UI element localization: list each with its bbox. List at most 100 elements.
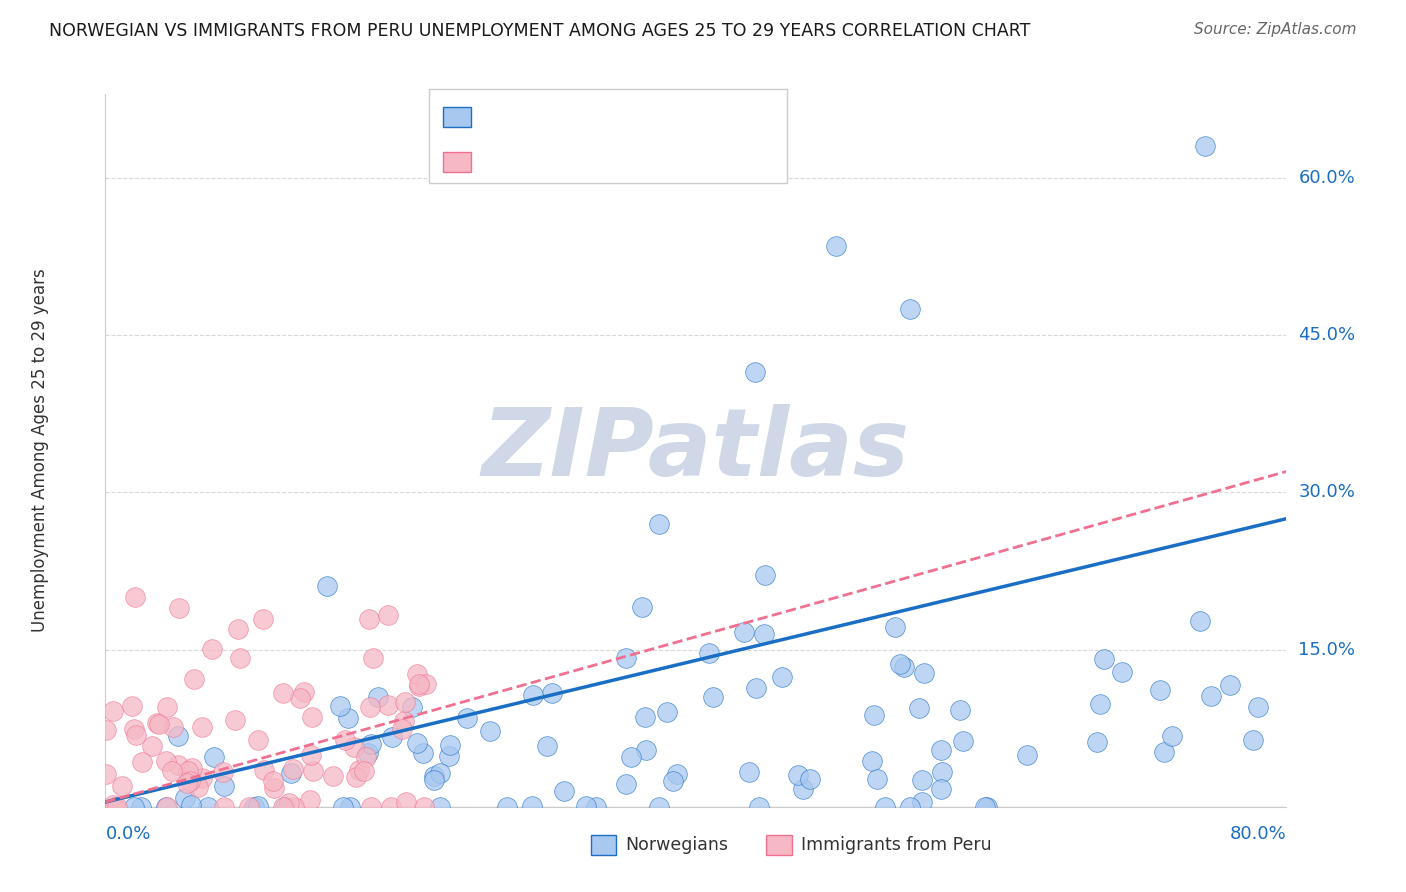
Point [702,690,724,704]
Point [911,795,934,809]
Point [367,690,389,704]
Point [754,627,776,641]
Point [1015,748,1038,763]
Point [1160,730,1182,744]
Point [585,800,607,814]
Text: 0.0%: 0.0% [105,825,150,843]
Point [253,763,276,777]
Point [744,365,766,379]
Point [929,743,952,757]
Point [356,746,378,760]
Text: Immigrants from Peru: Immigrants from Peru [801,836,993,854]
Point [614,650,637,665]
Point [148,717,170,731]
Point [620,750,643,764]
Point [292,685,315,699]
Point [262,774,284,789]
Point [125,728,148,742]
Point [792,782,814,797]
Point [495,800,517,814]
Point [122,800,145,814]
Point [211,765,233,780]
Point [247,799,270,814]
Point [1111,665,1133,679]
Point [180,797,202,812]
Text: 30.0%: 30.0% [1298,483,1355,501]
Point [329,699,352,714]
Point [394,695,416,709]
Point [96,723,118,737]
Point [655,705,678,719]
Point [322,769,344,783]
Point [479,723,502,738]
Point [423,769,446,783]
Point [395,796,418,810]
Point [141,739,163,753]
Point [155,800,177,814]
Point [745,681,768,695]
Point [1219,678,1241,692]
Point [1241,732,1264,747]
Point [283,800,305,814]
Point [614,777,637,791]
Point [339,800,361,814]
Point [377,607,399,622]
Point [1194,139,1216,153]
Text: R = 0.459   N = 100: R = 0.459 N = 100 [485,106,682,126]
Point [738,764,761,779]
Point [952,733,974,747]
Point [197,800,219,814]
Point [359,612,381,626]
Text: Source: ZipAtlas.com: Source: ZipAtlas.com [1194,22,1357,37]
Point [122,722,145,736]
Point [187,780,209,795]
Point [786,767,808,781]
Point [160,764,183,779]
Point [354,750,377,764]
Point [271,800,294,814]
Point [406,736,429,750]
Point [1188,614,1211,628]
Point [408,679,430,693]
Point [290,690,312,705]
Point [155,754,177,768]
Point [1153,745,1175,759]
Point [665,767,688,781]
Point [429,800,451,814]
Text: 80.0%: 80.0% [1230,825,1286,843]
Point [381,730,404,744]
Point [101,704,124,718]
Text: R = 0.244   N =  76: R = 0.244 N = 76 [485,152,676,171]
Point [202,750,225,764]
Point [166,758,188,772]
Point [929,782,952,797]
Point [263,780,285,795]
Point [748,800,770,814]
Point [949,703,972,717]
Point [733,624,755,639]
Point [224,713,246,727]
Point [156,800,179,814]
Point [574,798,596,813]
Point [406,666,429,681]
Point [301,710,323,724]
Point [536,739,558,754]
Point [456,710,478,724]
Point [391,722,413,736]
Point [862,708,884,723]
Point [131,756,153,770]
Point [439,739,461,753]
Text: Unemployment Among Ages 25 to 29 years: Unemployment Among Ages 25 to 29 years [31,268,49,632]
Point [799,772,821,786]
Point [392,714,415,729]
Point [415,677,437,691]
Point [177,764,200,778]
Point [541,686,564,700]
Point [238,800,260,814]
Point [229,651,252,665]
Point [353,764,375,779]
Point [298,793,321,807]
Point [360,800,382,814]
Point [522,799,544,814]
Point [648,516,671,531]
